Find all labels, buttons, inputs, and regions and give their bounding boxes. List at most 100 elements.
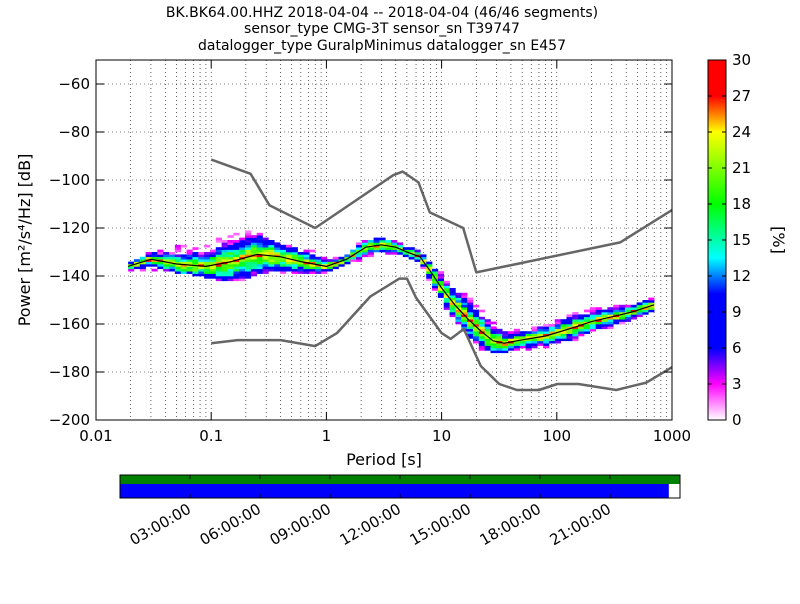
pdf-cell <box>233 271 240 274</box>
pdf-cell <box>139 261 146 265</box>
pdf-cell <box>239 249 246 253</box>
colorbar-tick-label: 9 <box>732 303 742 321</box>
pdf-cell <box>367 254 374 258</box>
colorbar-ticks: 0 3 6 9 12 15 18 21 24 27 30 <box>708 51 751 429</box>
pdf-cell <box>256 268 263 272</box>
colorbar-label: [%] <box>769 226 788 254</box>
pdf-cell <box>408 254 415 258</box>
pdf-cell <box>432 271 439 274</box>
pdf-cell <box>169 264 176 267</box>
pdf-cell <box>315 268 322 272</box>
pdf-cell <box>239 259 246 262</box>
pdf-cell <box>174 249 182 253</box>
pdf-cell <box>443 285 450 289</box>
pdf-cell <box>215 276 222 279</box>
pdf-cell <box>472 326 480 330</box>
pdf-cell <box>180 266 187 270</box>
pdf-cell <box>303 252 310 255</box>
pdf-cell <box>525 340 532 344</box>
colorbar-tick-label: 21 <box>732 159 751 177</box>
pdf-cell <box>461 324 468 327</box>
pdf-cell <box>531 343 538 346</box>
pdf-cell <box>344 254 351 258</box>
pdf-cell <box>133 266 141 270</box>
pdf-cell <box>607 309 614 313</box>
pdf-cell <box>595 312 602 315</box>
pdf-cell <box>250 247 258 250</box>
pdf-cell <box>490 350 497 354</box>
pdf-cell <box>180 259 187 262</box>
pdf-cell <box>543 331 550 334</box>
pdf-cell <box>180 268 187 272</box>
pdf-cell <box>443 304 450 308</box>
pdf-cell <box>472 316 480 320</box>
pdf-cell <box>315 271 322 274</box>
pdf-cell <box>303 256 310 260</box>
pdf-cell <box>245 252 252 255</box>
pdf-cell <box>543 343 550 346</box>
pdf-cell <box>198 256 205 260</box>
pdf-cell <box>239 264 246 267</box>
pdf-cell <box>560 336 567 339</box>
pdf-cell <box>508 343 515 346</box>
pdf-cell <box>502 333 509 337</box>
pdf-cell <box>309 264 316 267</box>
pdf-cell <box>630 312 637 315</box>
pdf-cell <box>361 249 369 253</box>
pdf-cell <box>174 244 182 248</box>
pdf-cell <box>145 259 152 262</box>
pdf-cell <box>180 244 187 248</box>
pdf-cell <box>128 268 135 272</box>
pdf-cell <box>619 304 626 308</box>
pdf-cell <box>437 273 445 277</box>
pdf-cell <box>320 261 328 265</box>
colorbar-tick-label: 6 <box>732 339 742 357</box>
pdf-cell <box>461 292 468 296</box>
pdf-cell <box>449 312 456 315</box>
pdf-cell <box>543 328 550 332</box>
pdf-cell <box>280 256 287 260</box>
pdf-cell <box>472 319 480 322</box>
pdf-cell <box>250 266 258 270</box>
pdf-cell <box>344 259 351 262</box>
pdf-cell <box>648 297 655 301</box>
y-tick-label: −100 <box>49 171 90 189</box>
pdf-cell <box>578 316 585 320</box>
pdf-cell <box>373 249 380 253</box>
pdf-cell <box>391 242 398 246</box>
pdf-cell <box>467 316 474 320</box>
pdf-cell <box>525 348 532 351</box>
pdf-cell <box>303 264 310 267</box>
pdf-cell <box>379 242 386 246</box>
pdf-cell <box>157 249 164 253</box>
pdf-cell <box>543 340 550 344</box>
pdf-cell <box>215 237 222 241</box>
pdf-cell <box>239 276 246 279</box>
pdf-cell <box>443 295 450 298</box>
pdf-cell <box>572 331 579 334</box>
pdf-cell <box>455 300 462 303</box>
pdf-cell <box>496 333 503 337</box>
pdf-cell <box>215 249 222 253</box>
pdf-cell <box>525 345 532 349</box>
pdf-cell <box>256 256 263 260</box>
pdf-cell <box>461 297 468 301</box>
pdf-cell <box>449 314 456 318</box>
pdf-cell <box>291 266 298 270</box>
pdf-cell <box>186 256 193 260</box>
pdf-cell <box>449 288 456 291</box>
pdf-cell <box>391 252 398 255</box>
nlnm-line <box>211 277 672 392</box>
pdf-cell <box>356 254 363 258</box>
pdf-cell <box>478 316 485 320</box>
pdf-cell <box>589 307 597 310</box>
pdf-cell <box>315 266 322 270</box>
pdf-cell <box>589 321 597 325</box>
pdf-cell <box>531 326 538 330</box>
pdf-cell <box>297 259 304 262</box>
pdf-cell <box>560 333 567 337</box>
pdf-cell <box>373 242 380 246</box>
pdf-cell <box>233 242 240 246</box>
pdf-cell <box>227 254 234 258</box>
pdf-cell <box>344 261 351 265</box>
